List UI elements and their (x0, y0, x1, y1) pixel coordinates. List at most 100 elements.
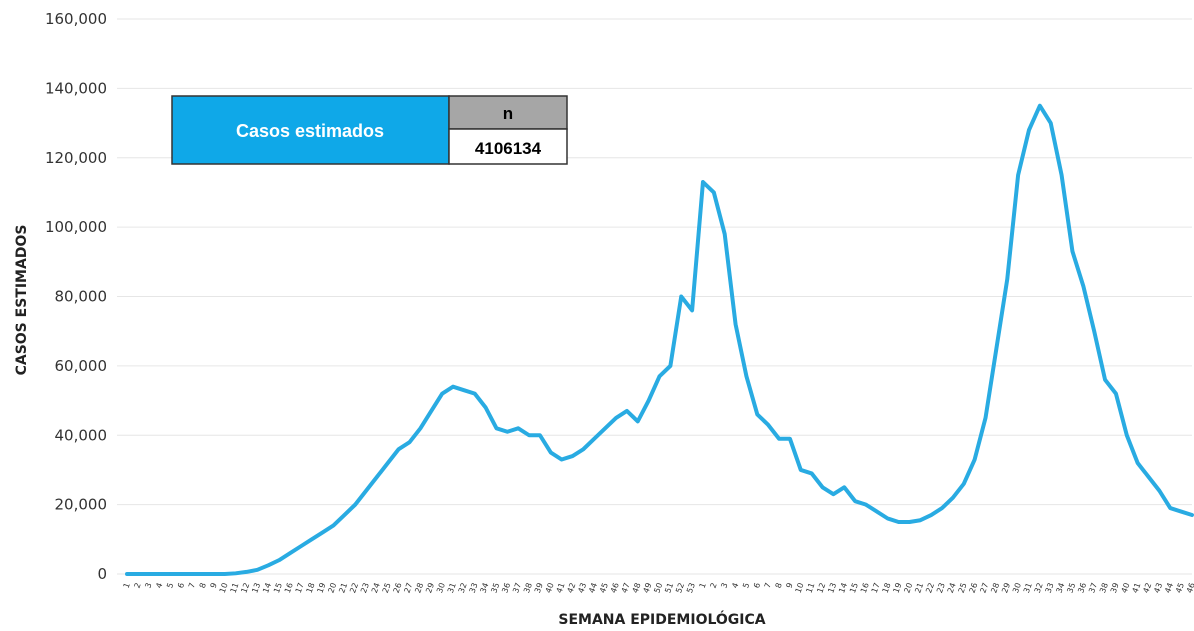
x-tick-label: 6 (176, 582, 186, 590)
y-tick-label: 60,000 (55, 357, 108, 375)
data-point (842, 485, 846, 489)
data-point (462, 388, 466, 392)
y-axis-title: CASOS ESTIMADOS (14, 225, 30, 376)
x-axis-ticks: 1 2 3 4 5 6 7 8 91011121314151617181920212223242… (122, 582, 1194, 595)
data-point (179, 572, 183, 576)
x-tick-label: 25 (957, 582, 969, 595)
x-tick-label: 15 (848, 582, 860, 595)
data-point (1125, 433, 1129, 437)
x-tick-label: 20 (902, 582, 914, 595)
y-tick-label: 20,000 (55, 496, 108, 514)
data-point (1179, 510, 1183, 514)
data-point (1157, 489, 1161, 493)
data-point (973, 458, 977, 462)
x-tick-label: 28 (413, 582, 425, 595)
x-tick-label: 20 (326, 582, 338, 595)
x-tick-label: 28 (989, 582, 1001, 595)
x-tick-label: 5 (165, 582, 175, 590)
data-point (766, 423, 770, 427)
x-tick-label: 25 (381, 582, 393, 595)
data-point (984, 416, 988, 420)
x-tick-label: 53 (685, 582, 697, 595)
x-axis-title: SEMANA EPIDEMIOLÓGICA (558, 610, 765, 628)
y-tick-label: 120,000 (45, 149, 107, 167)
data-point (951, 496, 955, 500)
data-point (136, 572, 140, 576)
x-tick-label: 27 (402, 582, 414, 595)
data-point (875, 510, 879, 514)
data-point (690, 308, 694, 312)
data-point (1060, 173, 1064, 177)
x-tick-label: 14 (261, 582, 273, 595)
data-point (603, 426, 607, 430)
x-tick-label: 50 (652, 582, 664, 595)
x-tick-label: 36 (1076, 582, 1088, 595)
data-point (505, 430, 509, 434)
data-point (668, 364, 672, 368)
data-point (723, 232, 727, 236)
x-tick-label: 13 (826, 582, 838, 595)
x-tick-label: 22 (348, 582, 360, 595)
data-point (712, 190, 716, 194)
x-tick-label: 42 (1141, 582, 1153, 595)
x-tick-label: 19 (316, 582, 328, 595)
data-point (962, 482, 966, 486)
x-tick-label: 21 (913, 582, 925, 595)
data-point (440, 392, 444, 396)
x-tick-label: 10 (794, 582, 806, 595)
data-point (647, 399, 651, 403)
x-tick-label: 39 (1109, 582, 1121, 595)
data-point (310, 537, 314, 541)
x-tick-label: 24 (946, 582, 958, 595)
data-point (266, 563, 270, 567)
table-n-value: 4106134 (475, 139, 542, 158)
data-point (907, 520, 911, 524)
y-tick-label: 40,000 (55, 426, 108, 444)
x-tick-label: 47 (620, 582, 632, 595)
data-point (342, 513, 346, 517)
x-tick-label: 34 (479, 582, 491, 595)
data-point (864, 503, 868, 507)
y-tick-label: 160,000 (45, 10, 107, 28)
x-tick-label: 30 (435, 582, 447, 595)
x-tick-label: 44 (1163, 582, 1175, 595)
x-tick-label: 36 (500, 582, 512, 595)
x-tick-label: 26 (968, 582, 980, 595)
data-point (1092, 329, 1096, 333)
x-tick-label: 32 (457, 582, 469, 595)
x-tick-label: 45 (1174, 582, 1186, 595)
x-tick-label: 32 (1033, 582, 1045, 595)
data-point (549, 451, 553, 455)
table-label-cell (171, 95, 450, 165)
x-tick-label: 12 (815, 582, 827, 595)
x-tick-label: 10 (218, 582, 230, 595)
data-point (614, 416, 618, 420)
x-tick-label: 41 (1131, 582, 1143, 595)
data-point (788, 437, 792, 441)
data-point (212, 572, 216, 576)
x-tick-label: 35 (489, 582, 501, 595)
data-point (255, 568, 259, 572)
data-point (636, 419, 640, 423)
data-point (994, 347, 998, 351)
y-tick-label: 100,000 (45, 218, 107, 236)
x-tick-label: 16 (859, 582, 871, 595)
data-point (897, 520, 901, 524)
data-point (429, 409, 433, 413)
data-point (397, 447, 401, 451)
data-point (451, 385, 455, 389)
data-point (918, 518, 922, 522)
data-point (744, 374, 748, 378)
y-tick-label: 80,000 (55, 288, 108, 306)
x-tick-label: 9 (785, 582, 795, 590)
y-axis-ticks: 0 20,000 40,000 60,000 80,000 100,000 120,000 1… (45, 10, 107, 583)
x-tick-label: 34 (1055, 582, 1067, 595)
x-tick-label: 52 (674, 582, 686, 595)
data-point (799, 468, 803, 472)
data-point (1049, 121, 1053, 125)
x-tick-label: 8 (198, 582, 208, 590)
data-point (1005, 277, 1009, 281)
x-tick-label: 21 (337, 582, 349, 595)
x-tick-label: 33 (1044, 582, 1056, 595)
